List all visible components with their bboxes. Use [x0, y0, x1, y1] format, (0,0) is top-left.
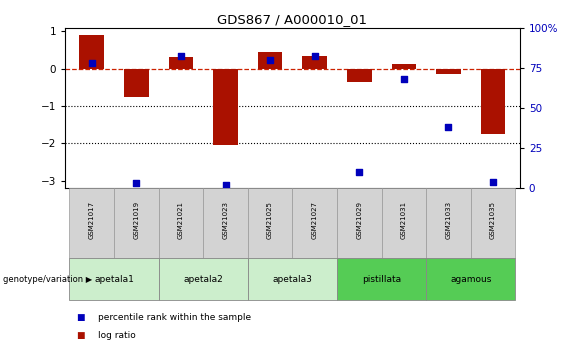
Bar	[302, 56, 327, 69]
Point	[87, 60, 96, 66]
Bar	[426, 258, 515, 300]
Bar	[203, 188, 248, 258]
Bar	[213, 69, 238, 145]
Bar	[337, 258, 426, 300]
Bar	[69, 188, 114, 258]
Bar	[114, 188, 159, 258]
Text: GSM21029: GSM21029	[357, 201, 362, 239]
Text: GSM21035: GSM21035	[490, 201, 496, 239]
Text: log ratio: log ratio	[98, 331, 136, 339]
Text: GSM21031: GSM21031	[401, 200, 407, 239]
Bar	[159, 258, 248, 300]
Bar	[258, 52, 282, 69]
Point	[489, 179, 498, 185]
Bar	[381, 188, 426, 258]
Bar	[80, 35, 104, 69]
Text: apetala2: apetala2	[183, 275, 223, 284]
Text: GSM21021: GSM21021	[178, 201, 184, 239]
Text: ■: ■	[76, 313, 85, 322]
Bar	[471, 188, 515, 258]
Bar	[347, 69, 372, 82]
Text: GSM21019: GSM21019	[133, 200, 140, 239]
Text: GSM21017: GSM21017	[89, 200, 95, 239]
Bar	[159, 188, 203, 258]
Text: GSM21033: GSM21033	[445, 200, 451, 239]
Text: percentile rank within the sample: percentile rank within the sample	[98, 313, 251, 322]
Bar	[392, 64, 416, 69]
Bar	[436, 69, 460, 74]
Point	[266, 57, 275, 62]
Point	[221, 182, 230, 188]
Text: GSM21027: GSM21027	[312, 201, 318, 239]
Bar	[248, 188, 293, 258]
Point	[355, 169, 364, 175]
Bar	[337, 188, 381, 258]
Text: GSM21025: GSM21025	[267, 201, 273, 239]
Title: GDS867 / A000010_01: GDS867 / A000010_01	[218, 13, 367, 27]
Text: apetala1: apetala1	[94, 275, 134, 284]
Bar	[293, 188, 337, 258]
Bar	[124, 69, 149, 97]
Point	[399, 76, 408, 82]
Text: GSM21023: GSM21023	[223, 201, 228, 239]
Bar	[69, 258, 159, 300]
Point	[310, 54, 319, 59]
Bar	[426, 188, 471, 258]
Point	[176, 54, 185, 59]
Bar	[248, 258, 337, 300]
Text: ■: ■	[76, 331, 85, 339]
Point	[444, 125, 453, 130]
Bar	[481, 69, 505, 134]
Text: genotype/variation ▶: genotype/variation ▶	[3, 275, 92, 284]
Text: apetala3: apetala3	[272, 275, 312, 284]
Text: pistillata: pistillata	[362, 275, 401, 284]
Point	[132, 180, 141, 186]
Text: agamous: agamous	[450, 275, 492, 284]
Bar	[168, 58, 193, 69]
